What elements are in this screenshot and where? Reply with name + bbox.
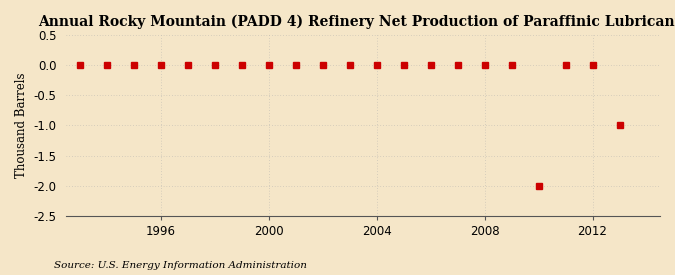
Title: Annual Rocky Mountain (PADD 4) Refinery Net Production of Paraffinic Lubricants: Annual Rocky Mountain (PADD 4) Refinery … (38, 15, 675, 29)
Y-axis label: Thousand Barrels: Thousand Barrels (15, 73, 28, 178)
Text: Source: U.S. Energy Information Administration: Source: U.S. Energy Information Administ… (54, 260, 307, 270)
